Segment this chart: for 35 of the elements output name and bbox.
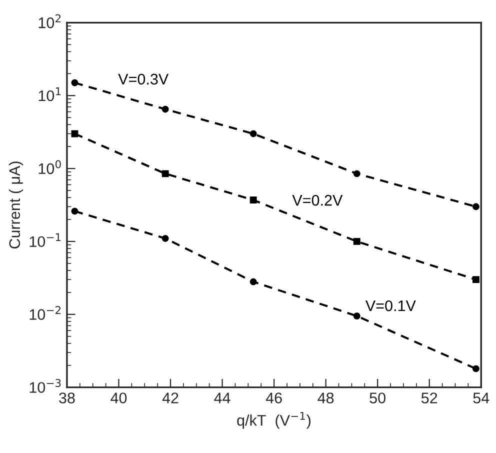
point bbox=[71, 208, 78, 215]
x-tick-label: 48 bbox=[318, 392, 334, 404]
x-tick-label: 38 bbox=[59, 392, 75, 404]
point bbox=[472, 203, 480, 210]
y-tick-label: 10$^{−1}$ bbox=[30, 233, 61, 248]
y-tick-label: 10$^{−3}$ bbox=[30, 378, 61, 393]
x-tick-label: 46 bbox=[266, 392, 282, 404]
series-label: V=0.2V bbox=[292, 194, 343, 206]
series-label: V=0.3V bbox=[118, 74, 169, 85]
x-tick-label: 50 bbox=[370, 392, 386, 404]
y-tick-label: 10$^{2}$ bbox=[38, 14, 61, 28]
point bbox=[472, 276, 480, 284]
point bbox=[250, 130, 257, 138]
point bbox=[71, 79, 78, 86]
point bbox=[71, 130, 78, 138]
y-tick-label: 10$^{0}$ bbox=[38, 160, 61, 174]
x-tick-label: 54 bbox=[473, 392, 490, 404]
y-axis-title: Current ( μA) bbox=[8, 162, 24, 249]
x-tick-label: 44 bbox=[214, 392, 230, 404]
y-tick-label: 10$^{1}$ bbox=[38, 87, 61, 102]
point bbox=[353, 312, 360, 320]
series-label: V=0.1V bbox=[365, 300, 416, 312]
x-tick-label: 40 bbox=[110, 392, 127, 404]
point bbox=[162, 170, 169, 178]
point bbox=[250, 278, 257, 286]
point bbox=[162, 106, 169, 113]
y-tick-label: 10$^{−2}$ bbox=[30, 306, 60, 320]
point bbox=[250, 196, 257, 204]
point bbox=[472, 365, 480, 372]
point bbox=[353, 170, 360, 178]
point bbox=[353, 238, 360, 245]
x-axis-title: q/kT (V$^{−1}$) bbox=[237, 412, 310, 429]
x-tick-label: 52 bbox=[421, 392, 438, 404]
x-tick-label: 42 bbox=[162, 392, 178, 404]
point bbox=[162, 234, 169, 242]
